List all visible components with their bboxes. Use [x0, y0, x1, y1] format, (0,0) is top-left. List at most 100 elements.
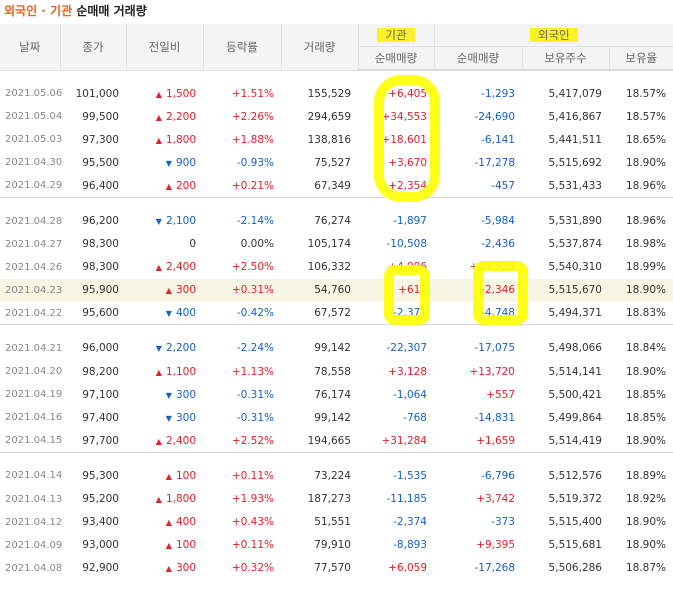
- cell-change: ▼ 2,200: [126, 337, 203, 360]
- table-row: 2021.04.09 93,000 ▲ 100 +0.11% 79,910 -8,893 +9…: [0, 534, 673, 557]
- cell-rate: +1.13%: [231, 365, 274, 378]
- cell-close: 97,100: [82, 388, 119, 401]
- cell-foreign: +2,346: [434, 278, 522, 302]
- cell-date: 2021.04.14: [5, 470, 63, 482]
- col-foreign-hold: 보유주수: [522, 46, 610, 71]
- cell-date: 2021.04.20: [5, 366, 63, 378]
- cell-rate: +0.11%: [231, 539, 274, 552]
- cell-hold: 5,499,864: [548, 411, 602, 424]
- cell-volume: 187,273: [307, 493, 351, 506]
- arrow-up-icon: ▲: [165, 564, 172, 574]
- cell-volume: 67,349: [314, 179, 351, 192]
- cell-change: ▲ 300: [126, 278, 203, 302]
- cell-inst: -1,897: [393, 215, 427, 228]
- cell-foreign: -6,141: [481, 133, 515, 146]
- cell-close: 93,000: [82, 539, 119, 552]
- cell-ratio: 18.96%: [625, 215, 667, 228]
- cell-foreign: +13,720: [469, 365, 515, 378]
- trading-table: 날짜 종가 전일비 등락률 거래량 기관 외국인 순매매량 순매매량 보유주수 …: [0, 24, 673, 580]
- cell-hold: 5,494,371: [548, 307, 602, 320]
- cell-foreign: +557: [486, 388, 515, 401]
- cell-inst: -11,185: [386, 493, 427, 506]
- cell-close: 99,500: [82, 110, 119, 123]
- cell-hold: 5,498,066: [548, 342, 602, 355]
- cell-date: 2021.04.27: [5, 238, 63, 250]
- cell-date: 2021.04.13: [5, 493, 63, 505]
- cell-ratio: 18.85%: [625, 388, 667, 401]
- cell-rate: -0.93%: [236, 156, 274, 169]
- cell-volume: 76,174: [314, 388, 351, 401]
- cell-rate: +0.11%: [231, 469, 274, 482]
- cell-close: 98,200: [82, 365, 119, 378]
- cell-change: ▲ 100: [126, 534, 203, 557]
- cell-foreign: +9,395: [476, 539, 515, 552]
- cell-ratio: 18.65%: [625, 133, 667, 146]
- cell-inst: -1,535: [393, 469, 427, 482]
- cell-change: ▲ 1,800: [126, 488, 203, 511]
- cell-inst: +18,601: [381, 133, 427, 146]
- cell-date: 2021.04.15: [5, 435, 63, 447]
- arrow-up-icon: ▲: [165, 541, 172, 551]
- cell-volume: 78,558: [314, 365, 351, 378]
- cell-foreign: -5,984: [481, 215, 515, 228]
- cell-volume: 79,910: [314, 539, 351, 552]
- cell-volume: 51,551: [314, 516, 351, 529]
- cell-close: 95,200: [82, 493, 119, 506]
- table-row: 2021.04.14 95,300 ▲ 100 +0.11% 73,224 -1,535 -6…: [0, 464, 673, 487]
- table-row: 2021.04.27 98,300 0 0.00% 105,174 -10,508 -2,4…: [0, 233, 673, 256]
- cell-rate: +0.31%: [203, 278, 281, 302]
- cell-rate: -0.31%: [236, 388, 274, 401]
- col-group-institution: 기관: [358, 24, 435, 47]
- cell-change: ▲ 1,500: [126, 82, 203, 105]
- arrow-down-icon: ▼: [165, 390, 172, 400]
- cell-date: 2021.05.06: [5, 88, 63, 100]
- change-value: 1,100: [165, 365, 196, 378]
- table-row: 2021.04.13 95,200 ▲ 1,800 +1.93% 187,273 -11,1…: [0, 488, 673, 511]
- cell-inst: +3,670: [388, 156, 427, 169]
- cell-hold: 5,519,372: [548, 493, 602, 506]
- cell-rate: -2.14%: [236, 215, 274, 228]
- cell-hold: 5,540,310: [548, 261, 602, 274]
- table-row: 2021.04.21 96,000 ▼ 2,200 -2.24% 99,142 -22,30…: [0, 337, 673, 360]
- change-value: 2,400: [165, 261, 196, 274]
- cell-close: 97,300: [82, 133, 119, 146]
- col-date: 날짜: [0, 24, 61, 71]
- change-value: 1,800: [165, 133, 196, 146]
- cell-volume: 76,274: [314, 215, 351, 228]
- cell-change: ▲ 2,400: [126, 256, 203, 279]
- cell-inst: +6,405: [388, 87, 427, 100]
- cell-foreign: -457: [491, 179, 515, 192]
- cell-hold: 5,441,511: [548, 133, 602, 146]
- change-value: 300: [175, 284, 196, 297]
- arrow-up-icon: ▲: [165, 471, 172, 481]
- table-row: 2021.04.15 97,700 ▲ 2,400 +2.52% 194,665 +31,2…: [0, 429, 673, 452]
- cell-close: 96,200: [82, 215, 119, 228]
- cell-date: 2021.04.26: [5, 261, 63, 273]
- cell-ratio: 18.90%: [625, 516, 667, 529]
- cell-ratio: 18.85%: [625, 411, 667, 424]
- cell-inst: -768: [403, 411, 427, 424]
- cell-inst: +3,128: [388, 365, 427, 378]
- cell-ratio: 18.83%: [625, 307, 667, 320]
- col-foreign-net: 순매매량: [434, 46, 523, 71]
- change-value: 100: [175, 539, 196, 552]
- cell-change: ▼ 400: [126, 302, 203, 325]
- change-value: 1,800: [165, 493, 196, 506]
- cell-change: ▲ 2,200: [126, 105, 203, 128]
- cell-foreign: -373: [491, 516, 515, 529]
- cell-change: ▲ 1,800: [126, 128, 203, 151]
- cell-change: ▼ 900: [126, 151, 203, 174]
- cell-date: 2021.05.04: [5, 111, 63, 123]
- table-row: 2021.05.04 99,500 ▲ 2,200 +2.26% 294,659 +34,5…: [0, 105, 673, 128]
- cell-change: ▲ 400: [126, 511, 203, 534]
- cell-volume: 54,760: [281, 278, 358, 302]
- arrow-up-icon: ▲: [165, 518, 172, 528]
- change-value: 900: [175, 156, 196, 169]
- cell-rate: +0.21%: [231, 179, 274, 192]
- cell-volume: 99,142: [314, 411, 351, 424]
- cell-volume: 194,665: [307, 434, 351, 447]
- title-net-volume: 순매매 거래량: [76, 4, 147, 18]
- cell-inst: -2,374: [393, 516, 427, 529]
- cell-inst: +2,354: [388, 179, 427, 192]
- cell-close: 95,600: [82, 307, 119, 320]
